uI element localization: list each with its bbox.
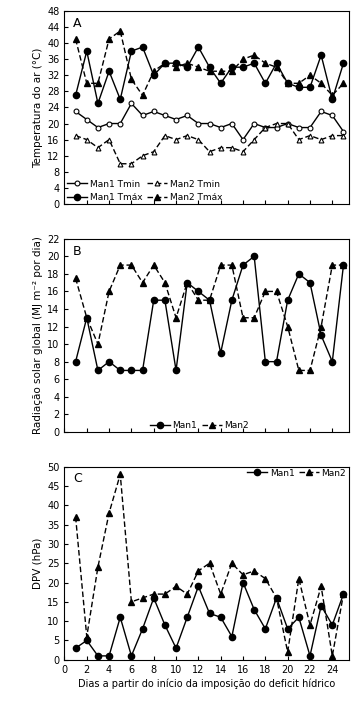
Text: C: C xyxy=(73,473,82,486)
Text: A: A xyxy=(73,17,82,30)
Y-axis label: Temperatura do ar (°C): Temperatura do ar (°C) xyxy=(33,47,43,167)
Legend: Man1, Man2: Man1, Man2 xyxy=(150,421,249,430)
Y-axis label: Radiação solar global (MJ m⁻² por dia): Radiação solar global (MJ m⁻² por dia) xyxy=(33,236,43,434)
Text: B: B xyxy=(73,244,82,257)
Legend: Man1, Man2: Man1, Man2 xyxy=(247,468,346,478)
X-axis label: Dias a partir do início da imposição do deficit hídrico: Dias a partir do início da imposição do … xyxy=(78,679,335,689)
Y-axis label: DPV (hPa): DPV (hPa) xyxy=(33,537,43,589)
Legend: Man1 Tmin, Man1 Tmáx, Man2 Tmin, Man2 Tmáx: Man1 Tmin, Man1 Tmáx, Man2 Tmin, Man2 Tm… xyxy=(67,180,222,202)
